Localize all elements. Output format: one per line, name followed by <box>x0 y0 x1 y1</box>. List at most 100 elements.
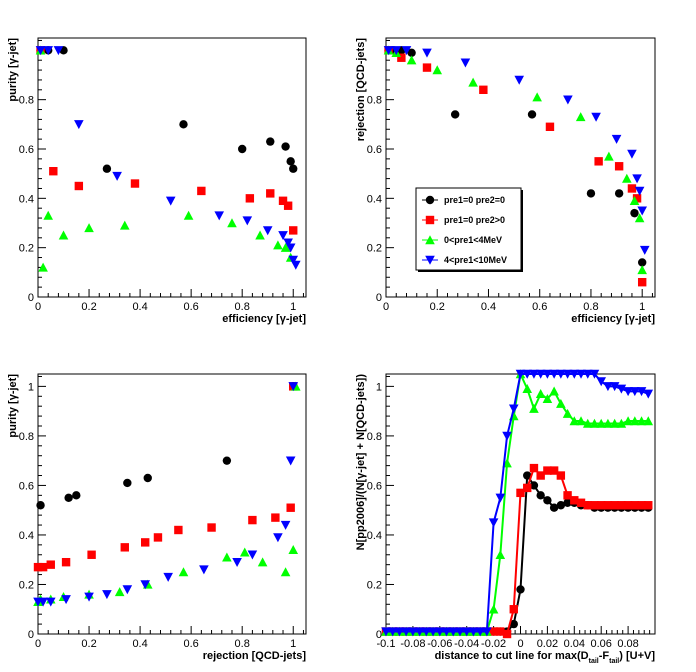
data-point <box>630 416 640 426</box>
data-point <box>289 164 298 173</box>
series-3 <box>383 45 647 275</box>
data-point <box>516 488 525 498</box>
data-point <box>591 112 601 122</box>
legend-marker <box>425 215 435 225</box>
y-tick-label: 0 <box>28 292 34 304</box>
y-tick-label: 0.2 <box>367 579 382 591</box>
data-point <box>408 627 418 637</box>
data-point <box>232 557 242 567</box>
data-point <box>174 525 183 535</box>
data-point <box>535 389 546 399</box>
data-point <box>448 627 459 637</box>
data-point <box>604 151 614 161</box>
data-point <box>549 503 559 512</box>
data-point <box>495 549 506 559</box>
legend-label: 4<pre1<10MeV <box>444 255 507 265</box>
data-point <box>634 186 645 196</box>
data-point <box>556 369 566 379</box>
data-point <box>285 456 296 466</box>
data-point <box>280 242 291 252</box>
plot-frame <box>37 373 307 635</box>
data-point <box>529 369 539 379</box>
x-tick-label: 0.2 <box>81 301 96 313</box>
data-point <box>286 157 295 166</box>
x-tick-label: 0.2 <box>430 301 445 313</box>
x-tick-label: 0.6 <box>183 301 198 313</box>
data-point <box>617 501 626 510</box>
data-point <box>623 416 633 426</box>
x-tick-label: 0.4 <box>481 301 496 313</box>
data-point <box>535 369 546 379</box>
data-point <box>441 627 452 637</box>
data-point <box>38 597 48 607</box>
x-tick-label: 1 <box>290 638 296 650</box>
y-tick-label: 0.8 <box>367 431 382 443</box>
data-point <box>266 137 275 146</box>
data-point <box>283 201 293 210</box>
data-point <box>414 627 425 637</box>
data-point <box>87 550 96 559</box>
data-point <box>516 585 525 594</box>
data-point <box>583 501 592 510</box>
data-point <box>522 369 533 379</box>
data-point <box>637 258 647 267</box>
data-point <box>576 416 586 426</box>
data-point <box>114 587 125 597</box>
data-point <box>58 230 69 240</box>
data-point <box>582 418 593 428</box>
data-point <box>178 567 189 577</box>
x-tick-label: -0.02 <box>481 638 506 650</box>
data-point <box>383 46 394 56</box>
data-point <box>632 194 642 203</box>
data-point <box>288 545 299 555</box>
x-tick-label: 0 <box>517 638 523 650</box>
x-tick-label: 0.08 <box>617 638 638 650</box>
data-point <box>569 369 580 379</box>
data-point <box>227 218 237 228</box>
data-point <box>636 387 647 397</box>
data-point <box>589 418 600 428</box>
data-point <box>637 206 647 216</box>
data-point <box>387 627 398 637</box>
x-axis-title: rejection [QCD-jets] <box>203 650 307 662</box>
data-point <box>488 518 499 528</box>
data-point <box>33 562 43 572</box>
data-point <box>563 498 572 507</box>
x-tick-label: -0.1 <box>377 638 396 650</box>
data-point <box>271 513 280 522</box>
data-point <box>543 466 552 475</box>
data-point <box>112 171 122 181</box>
data-point <box>273 240 283 250</box>
data-point <box>199 565 209 575</box>
data-point <box>630 208 639 218</box>
data-point <box>644 501 653 510</box>
data-point <box>74 120 84 130</box>
data-point <box>61 595 71 605</box>
data-point <box>643 389 654 399</box>
data-point <box>130 179 140 188</box>
data-point <box>616 418 627 428</box>
data-point <box>532 92 542 102</box>
y-tick-label: 0.6 <box>367 480 382 492</box>
data-point <box>290 260 301 270</box>
data-point <box>64 493 73 503</box>
data-point <box>482 627 492 637</box>
y-tick-label: 0.6 <box>19 480 34 492</box>
data-point <box>622 173 632 183</box>
data-point <box>623 501 633 510</box>
data-point <box>549 386 559 396</box>
data-point <box>460 58 471 68</box>
y-tick-label: 0.8 <box>19 431 34 443</box>
data-point <box>515 369 526 379</box>
data-point <box>38 562 48 572</box>
data-point <box>286 503 295 512</box>
data-point <box>630 501 640 510</box>
data-point <box>401 627 411 637</box>
data-point <box>406 55 417 65</box>
x-tick-label: -0.06 <box>427 638 452 650</box>
data-point <box>455 627 465 637</box>
legend-label: pre1=0 pre2=0 <box>444 195 505 205</box>
data-point <box>43 46 54 56</box>
